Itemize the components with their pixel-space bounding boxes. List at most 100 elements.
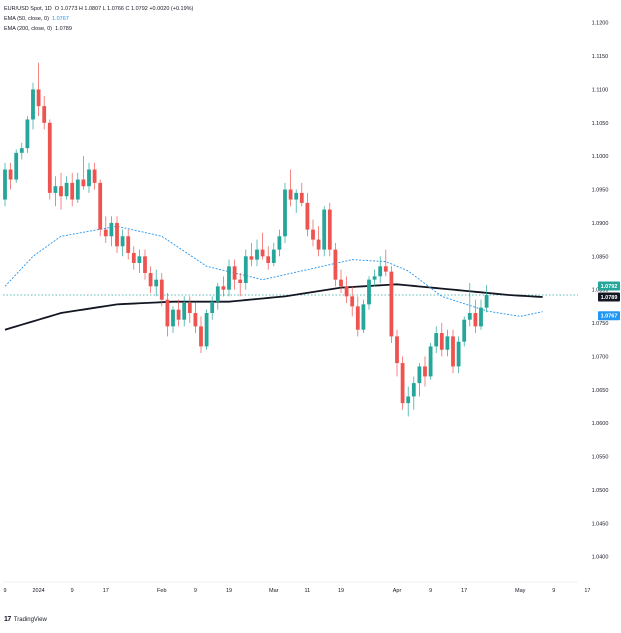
candle-75: [423, 356, 427, 387]
x-tick-label-4: Feb: [157, 588, 166, 594]
candle-body: [148, 272, 153, 287]
candle-80: [451, 329, 455, 374]
x-tick-label-3: 17: [103, 588, 109, 594]
candle-21: [120, 229, 125, 257]
y-tick-label-4: 1.1000: [592, 154, 609, 160]
candle-48: [271, 242, 276, 267]
candle-body: [406, 396, 411, 404]
legend-ema200-row[interactable]: EMA (200, close, 0) 1.0789: [4, 24, 193, 34]
candle-body: [115, 222, 119, 247]
candle-body: [3, 169, 7, 200]
candle-10: [59, 172, 63, 210]
candle-46: [260, 232, 265, 260]
candle-body: [322, 209, 327, 250]
candle-5: [31, 82, 35, 130]
candle-71: [400, 356, 405, 410]
legend-ema50-row[interactable]: EMA (50, close, 0) 1.0767: [4, 14, 193, 24]
candle-body: [171, 309, 175, 327]
candle-55: [311, 219, 315, 247]
candle-12: [70, 172, 75, 207]
candle-body: [479, 307, 483, 327]
candle-body: [215, 286, 220, 302]
candle-body: [367, 279, 371, 305]
candle-body: [299, 192, 304, 203]
candle-body: [316, 239, 321, 250]
legend-symbol-row[interactable]: EUR/USD Spot, 1D O 1.0773 H 1.0807 L 1.0…: [4, 4, 193, 14]
candle-body: [70, 182, 75, 200]
candle-49: [277, 229, 282, 257]
candle-body: [120, 236, 125, 247]
candle-body: [484, 295, 489, 308]
candle-body: [232, 266, 237, 280]
candle-58: [327, 202, 332, 257]
candle-17: [98, 179, 103, 237]
candle-28: [159, 272, 164, 307]
candle-body: [389, 271, 394, 337]
y-tick-label-9: 1.0750: [592, 321, 609, 327]
candle-body: [176, 309, 181, 320]
candle-body: [339, 279, 343, 287]
y-tick-label-3: 1.1050: [592, 121, 609, 127]
candle-body: [361, 304, 366, 330]
price-tag-bg: [598, 311, 620, 321]
ema200-series: [4, 283, 543, 331]
y-tick-label-13: 1.0550: [592, 455, 609, 461]
x-tick-label-8: 11: [305, 588, 311, 594]
candle-body: [98, 182, 103, 230]
y-tick-label-11: 1.0650: [592, 388, 609, 394]
candle-19: [109, 216, 114, 247]
candle-body: [137, 256, 142, 263]
candle-33: [187, 296, 192, 324]
candle-body: [249, 256, 254, 260]
x-axis: 9 2024 9 17 Feb 9 19 Mar 11 19 Apr 9 17 May 9 17: [3, 581, 590, 594]
candle-73: [411, 376, 416, 410]
x-tick-label-7: Mar: [269, 588, 279, 594]
candle-body: [288, 189, 293, 200]
candle-body: [182, 303, 187, 320]
price-tag-bg: [598, 292, 620, 302]
candle-body: [8, 169, 13, 180]
x-tick-label-1: 2024: [32, 588, 44, 594]
x-tick-label-13: May: [515, 588, 526, 594]
legend-ohlc: O 1.0773 H 1.0807 L 1.0766 C 1.0792 +0.0…: [54, 6, 194, 12]
tradingview-logo-icon: 17: [4, 616, 11, 623]
y-tick-label-7: 1.0850: [592, 254, 609, 260]
candle-45: [255, 239, 259, 267]
chart-legend: EUR/USD Spot, 1D O 1.0773 H 1.0807 L 1.0…: [4, 4, 193, 34]
candle-body: [260, 249, 265, 257]
y-tick-label-6: 1.0900: [592, 221, 609, 227]
candle-body: [411, 383, 416, 397]
candle-32: [182, 296, 187, 327]
y-tick-label-10: 1.0700: [592, 354, 609, 360]
x-tick-label-5: 9: [194, 588, 197, 594]
price-tag-text: 1.0789: [601, 295, 618, 301]
candle-47: [266, 246, 271, 270]
candle-body: [131, 252, 136, 263]
candle-13: [75, 172, 80, 203]
candle-86: [484, 284, 489, 313]
candle-body: [109, 222, 114, 237]
candle-body: [255, 249, 259, 260]
candle-53: [299, 182, 304, 207]
candle-35: [199, 316, 203, 354]
y-tick-label-15: 1.0450: [592, 521, 609, 527]
legend-ema50-value: 1.0767: [52, 16, 69, 22]
candle-body: [439, 333, 444, 350]
tradingview-brand[interactable]: 17 TradingView: [4, 616, 47, 623]
candle-body: [428, 346, 433, 377]
candle-52: [294, 189, 299, 213]
x-tick-label-6: 19: [226, 588, 232, 594]
ema50-series: [4, 225, 543, 317]
candle-77: [434, 326, 439, 354]
candle-body: [271, 249, 276, 263]
candle-body: [473, 313, 478, 327]
candle-body: [143, 256, 147, 273]
candle-68: [383, 249, 388, 277]
candle-20: [115, 216, 119, 253]
candle-26: [148, 266, 153, 293]
candle-6: [36, 62, 41, 117]
candle-body: [53, 186, 58, 193]
candle-body: [378, 266, 383, 277]
candle-body: [383, 266, 388, 272]
